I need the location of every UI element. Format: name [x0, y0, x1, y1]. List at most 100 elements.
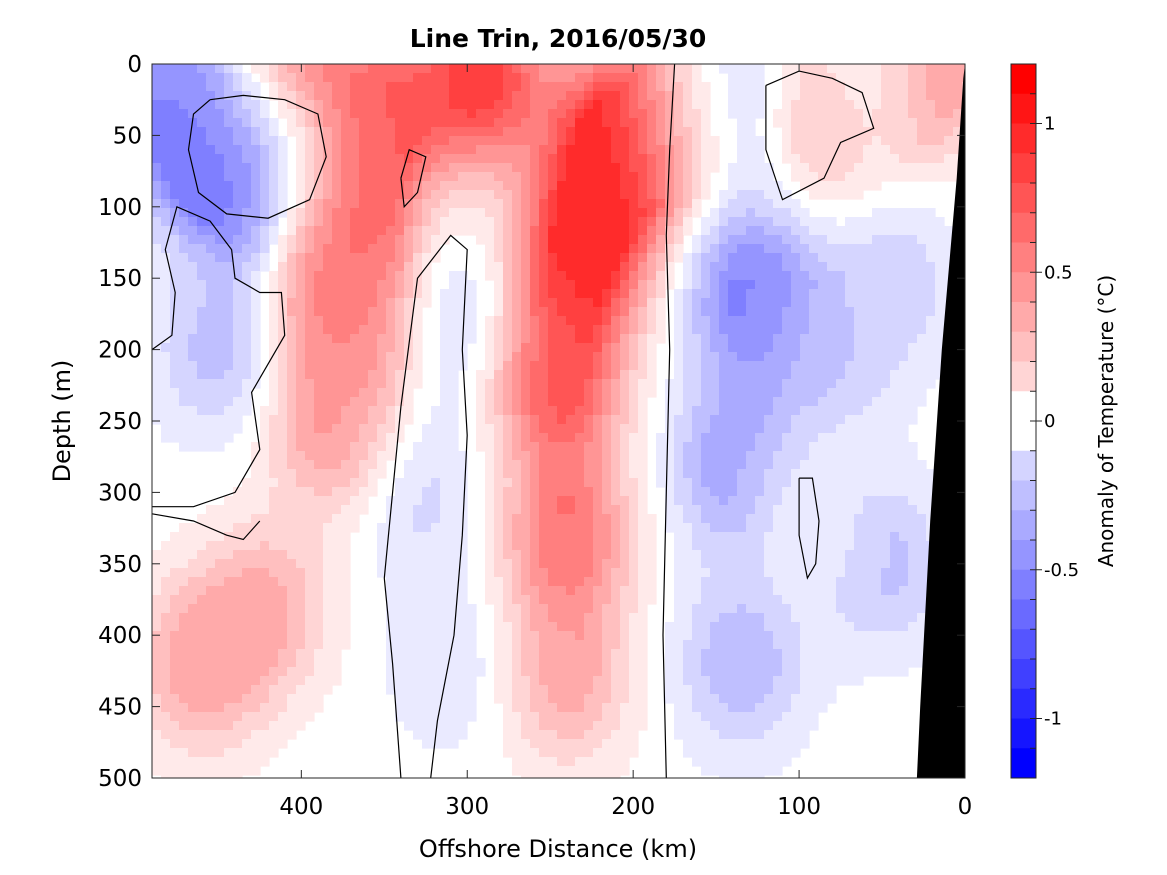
heatmap-cell [548, 577, 558, 587]
heatmap-cell [629, 118, 639, 128]
heatmap-cell [332, 199, 342, 209]
heatmap-cell [296, 388, 306, 398]
heatmap-cell [440, 505, 450, 515]
heatmap-cell [863, 325, 873, 335]
heatmap-cell [854, 244, 864, 254]
heatmap-cell [863, 181, 873, 191]
heatmap-cell [530, 460, 540, 470]
heatmap-cell [413, 217, 423, 227]
heatmap-cell [827, 181, 837, 191]
heatmap-cell [656, 154, 666, 164]
heatmap-cell [341, 343, 351, 353]
heatmap-cell [503, 172, 513, 182]
heatmap-cell [404, 109, 414, 119]
heatmap-cell [215, 235, 225, 245]
heatmap-cell [377, 154, 387, 164]
heatmap-cell [710, 145, 720, 155]
heatmap-cell [890, 154, 900, 164]
heatmap-cell [422, 577, 432, 587]
heatmap-cell [341, 289, 351, 299]
heatmap-cell [206, 154, 216, 164]
heatmap-cell [341, 352, 351, 362]
heatmap-cell [494, 496, 504, 506]
heatmap-cell [800, 154, 810, 164]
heatmap-cell [908, 550, 918, 560]
heatmap-cell [773, 316, 783, 326]
heatmap-cell [233, 406, 243, 416]
heatmap-cell [179, 280, 189, 290]
heatmap-cell [728, 253, 738, 263]
heatmap-cell [539, 505, 549, 515]
heatmap-cell [800, 208, 810, 218]
heatmap-cell [197, 172, 207, 182]
heatmap-cell [863, 235, 873, 245]
heatmap-cell [827, 424, 837, 434]
heatmap-cell [656, 307, 666, 317]
heatmap-cell [278, 595, 288, 605]
heatmap-cell [530, 568, 540, 578]
heatmap-cell [755, 541, 765, 551]
heatmap-cell [674, 379, 684, 389]
heatmap-cell [179, 190, 189, 200]
heatmap-cell [647, 595, 657, 605]
heatmap-cell [638, 118, 648, 128]
heatmap-cell [566, 109, 576, 119]
heatmap-cell [692, 127, 702, 137]
heatmap-cell [863, 523, 873, 533]
heatmap-cell [449, 487, 459, 497]
heatmap-cell [314, 523, 324, 533]
heatmap-cell [458, 145, 468, 155]
heatmap-cell [548, 190, 558, 200]
heatmap-cell [512, 577, 522, 587]
heatmap-cell [197, 334, 207, 344]
heatmap-cell [656, 145, 666, 155]
heatmap-cell [593, 325, 603, 335]
heatmap-cell [566, 262, 576, 272]
heatmap-cell [494, 73, 504, 83]
heatmap-cell [890, 406, 900, 416]
heatmap-cell [575, 91, 585, 101]
heatmap-cell [566, 388, 576, 398]
heatmap-cell [575, 217, 585, 227]
heatmap-cell [908, 280, 918, 290]
heatmap-cell [638, 469, 648, 479]
heatmap-cell [872, 541, 882, 551]
heatmap-cell [494, 514, 504, 524]
heatmap-cell [179, 379, 189, 389]
heatmap-cell [332, 469, 342, 479]
heatmap-cell [197, 118, 207, 128]
heatmap-cell [386, 370, 396, 380]
heatmap-cell [530, 154, 540, 164]
heatmap-cell [890, 127, 900, 137]
heatmap-cell [782, 442, 792, 452]
heatmap-cell [845, 541, 855, 551]
heatmap-cell [737, 334, 747, 344]
heatmap-cell [818, 127, 828, 137]
heatmap-cell [638, 235, 648, 245]
heatmap-cell [791, 379, 801, 389]
heatmap-cell [530, 424, 540, 434]
heatmap-cell [818, 100, 828, 110]
heatmap-cell [755, 433, 765, 443]
heatmap-cell [593, 307, 603, 317]
heatmap-cell [377, 559, 387, 569]
heatmap-cell [791, 496, 801, 506]
heatmap-cell [296, 109, 306, 119]
heatmap-cell [449, 181, 459, 191]
heatmap-cell [431, 118, 441, 128]
heatmap-cell [305, 577, 315, 587]
heatmap-cell [908, 406, 918, 416]
heatmap-cell [719, 289, 729, 299]
heatmap-cell [215, 415, 225, 425]
heatmap-cell [809, 352, 819, 362]
heatmap-cell [683, 478, 693, 488]
heatmap-cell [206, 433, 216, 443]
heatmap-cell [233, 343, 243, 353]
heatmap-cell [224, 370, 234, 380]
heatmap-cell [818, 388, 828, 398]
heatmap-cell [899, 109, 909, 119]
heatmap-cell [152, 577, 162, 587]
heatmap-cell [161, 424, 171, 434]
heatmap-cell [188, 388, 198, 398]
heatmap-cell [836, 244, 846, 254]
